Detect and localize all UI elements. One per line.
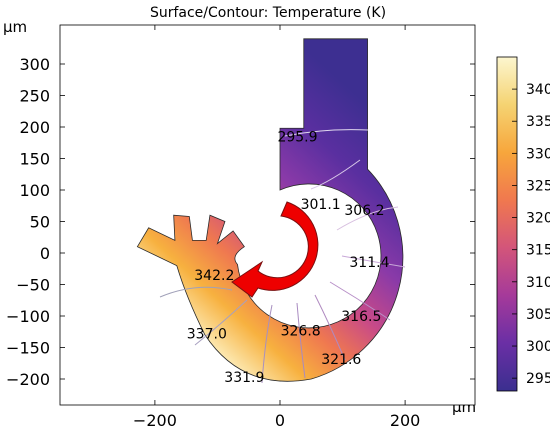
contour-label: 301.1 — [301, 197, 341, 213]
heat-flow-arrow — [231, 201, 319, 298]
x-tick-label: 0 — [275, 411, 285, 430]
contour-line-331-9 — [261, 304, 273, 384]
colorbar-tick-label: 330 — [526, 146, 550, 162]
contour-label: 342.2 — [194, 268, 234, 284]
colorbar-tick-label: 300 — [526, 339, 550, 355]
temperature-domain-shape — [136, 38, 404, 382]
y-tick-label: 50 — [30, 213, 50, 232]
y-tick-label: 100 — [19, 181, 50, 200]
colorbar-tick-label: 325 — [526, 178, 550, 194]
colorbar-tick-label: 320 — [526, 211, 550, 227]
contour-line-295-9 — [284, 129, 369, 137]
contour-line-311-4 — [341, 255, 406, 268]
contour-line-316-5 — [329, 281, 391, 321]
y-axis-unit: μm — [3, 18, 27, 36]
y-tick-label: 200 — [19, 118, 50, 137]
y-tick-label: −50 — [16, 276, 50, 295]
contour-label: 321.6 — [321, 352, 361, 368]
x-axis-ticks: −200 0 200 — [133, 25, 420, 430]
contour-line-337-0 — [194, 299, 248, 346]
colorbar-tick-label: 295 — [526, 371, 550, 387]
contour-label: 316.5 — [341, 309, 381, 325]
contour-label: 331.9 — [224, 370, 264, 386]
contour-label: 295.9 — [277, 129, 317, 145]
x-tick-label: −200 — [133, 411, 177, 430]
contour-label: 306.2 — [344, 203, 384, 219]
colorbar-ticks: 340 335 330 325 320 315 310 305 300 295 — [512, 82, 550, 387]
contour-label: 337.0 — [187, 327, 227, 343]
colorbar — [496, 56, 518, 392]
colorbar-tick-label: 315 — [526, 243, 550, 259]
chart-title: Surface/Contour: Temperature (K) — [150, 5, 386, 21]
colorbar-tick-label: 310 — [526, 275, 550, 291]
colorbar-tick-label: 335 — [526, 114, 550, 130]
contour-line-342-2 — [159, 286, 233, 298]
contour-line-326-8 — [296, 302, 306, 379]
y-axis-ticks: 300 250 200 150 100 50 0 −50 −100 −150 −200 — [6, 55, 475, 389]
contour-label: 326.8 — [281, 323, 321, 339]
colorbar-tick-label: 305 — [526, 307, 550, 323]
y-tick-label: 300 — [19, 55, 50, 74]
y-tick-label: −150 — [6, 339, 50, 358]
contour-line-321-6 — [314, 294, 346, 361]
contour-line-306-2 — [336, 206, 399, 231]
y-tick-label: −100 — [6, 307, 50, 326]
contour-label: 311.4 — [349, 255, 389, 271]
y-tick-label: 150 — [19, 150, 50, 169]
y-tick-label: 250 — [19, 87, 50, 106]
contour-line-301-1 — [310, 159, 361, 190]
x-tick-label: 200 — [390, 411, 421, 430]
y-tick-label: −200 — [6, 370, 50, 389]
y-tick-label: 0 — [40, 244, 50, 263]
colorbar-tick-label: 340 — [526, 82, 550, 98]
